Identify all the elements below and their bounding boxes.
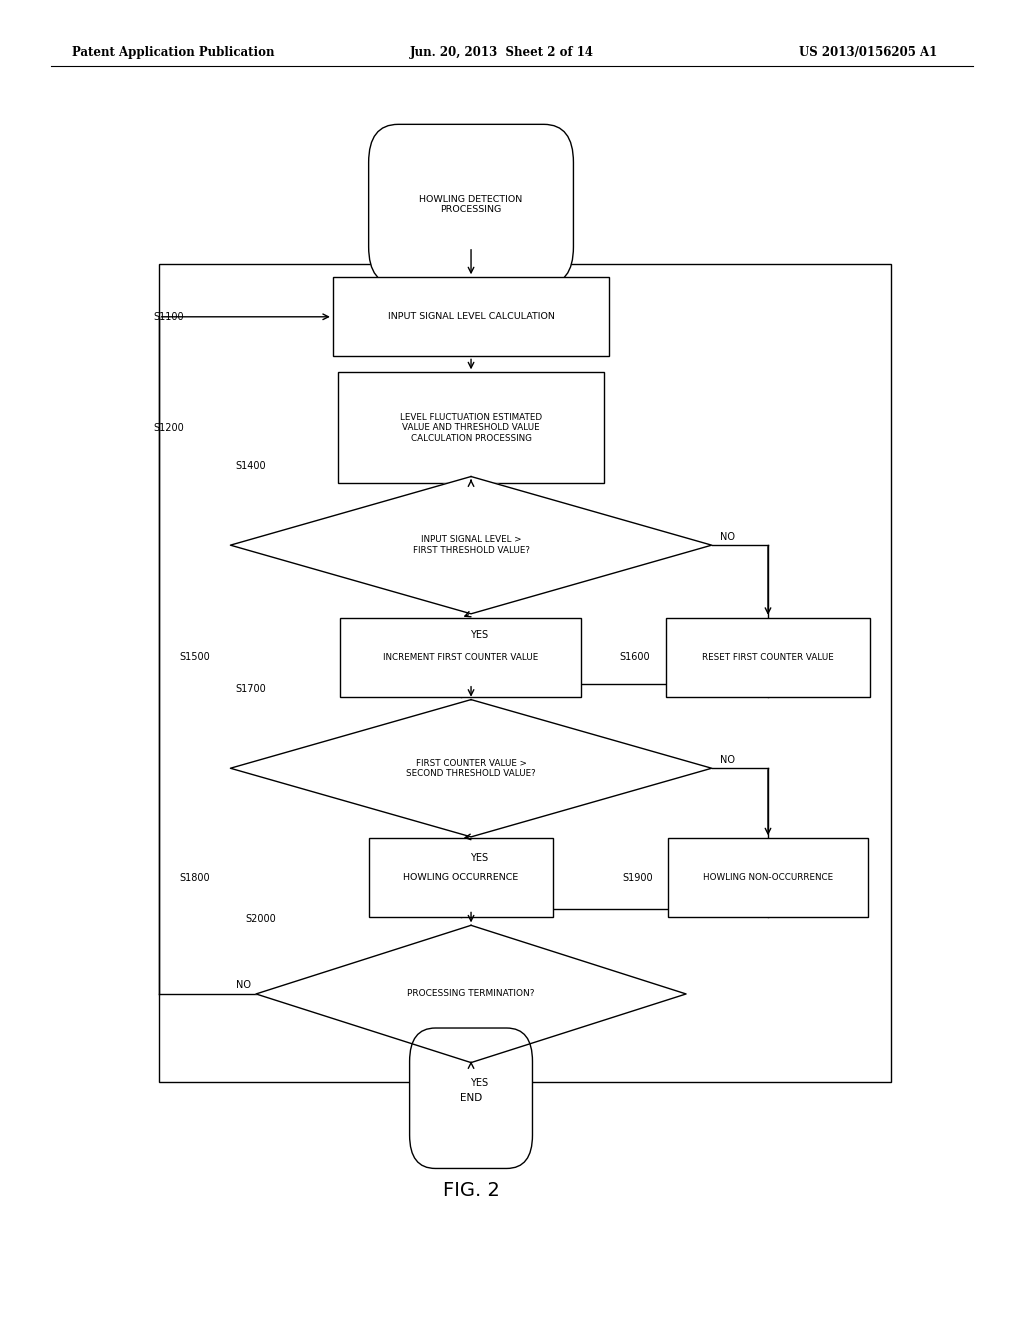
Text: NO: NO	[720, 532, 735, 543]
Text: S1400: S1400	[236, 461, 266, 471]
Text: Patent Application Publication: Patent Application Publication	[72, 46, 274, 59]
Text: END: END	[460, 1093, 482, 1104]
FancyBboxPatch shape	[410, 1028, 532, 1168]
Text: RESET FIRST COUNTER VALUE: RESET FIRST COUNTER VALUE	[702, 653, 834, 661]
Text: INPUT SIGNAL LEVEL CALCULATION: INPUT SIGNAL LEVEL CALCULATION	[388, 313, 554, 321]
Text: YES: YES	[470, 853, 488, 863]
Polygon shape	[256, 925, 686, 1063]
Bar	[340, 618, 582, 697]
Text: S1600: S1600	[620, 652, 650, 663]
Text: FIG. 2: FIG. 2	[442, 1181, 500, 1200]
Polygon shape	[230, 700, 712, 837]
Text: HOWLING OCCURRENCE: HOWLING OCCURRENCE	[403, 874, 518, 882]
Text: US 2013/0156205 A1: US 2013/0156205 A1	[799, 46, 937, 59]
Text: HOWLING NON-OCCURRENCE: HOWLING NON-OCCURRENCE	[702, 874, 834, 882]
Text: S1800: S1800	[179, 873, 210, 883]
Bar	[666, 618, 870, 697]
Text: INPUT SIGNAL LEVEL >
FIRST THRESHOLD VALUE?: INPUT SIGNAL LEVEL > FIRST THRESHOLD VAL…	[413, 536, 529, 554]
Bar	[668, 838, 867, 917]
Text: NO: NO	[236, 979, 251, 990]
Bar	[369, 838, 553, 917]
Text: S2000: S2000	[246, 913, 276, 924]
Text: NO: NO	[720, 755, 735, 766]
Polygon shape	[230, 477, 712, 614]
Text: Jun. 20, 2013  Sheet 2 of 14: Jun. 20, 2013 Sheet 2 of 14	[410, 46, 594, 59]
Text: S1500: S1500	[179, 652, 210, 663]
Text: INCREMENT FIRST COUNTER VALUE: INCREMENT FIRST COUNTER VALUE	[383, 653, 539, 661]
Text: HOWLING DETECTION
PROCESSING: HOWLING DETECTION PROCESSING	[420, 195, 522, 214]
Text: YES: YES	[470, 630, 488, 640]
Text: YES: YES	[470, 1078, 488, 1089]
Bar	[333, 277, 609, 356]
Bar	[338, 372, 604, 483]
Text: S1900: S1900	[623, 873, 653, 883]
Text: S1700: S1700	[236, 684, 266, 694]
Text: S1200: S1200	[154, 422, 184, 433]
Bar	[159, 264, 891, 1082]
Text: FIRST COUNTER VALUE >
SECOND THRESHOLD VALUE?: FIRST COUNTER VALUE > SECOND THRESHOLD V…	[407, 759, 536, 777]
Text: S1100: S1100	[154, 312, 184, 322]
Text: PROCESSING TERMINATION?: PROCESSING TERMINATION?	[408, 990, 535, 998]
Text: LEVEL FLUCTUATION ESTIMATED
VALUE AND THRESHOLD VALUE
CALCULATION PROCESSING: LEVEL FLUCTUATION ESTIMATED VALUE AND TH…	[400, 413, 542, 442]
FancyBboxPatch shape	[369, 124, 573, 285]
